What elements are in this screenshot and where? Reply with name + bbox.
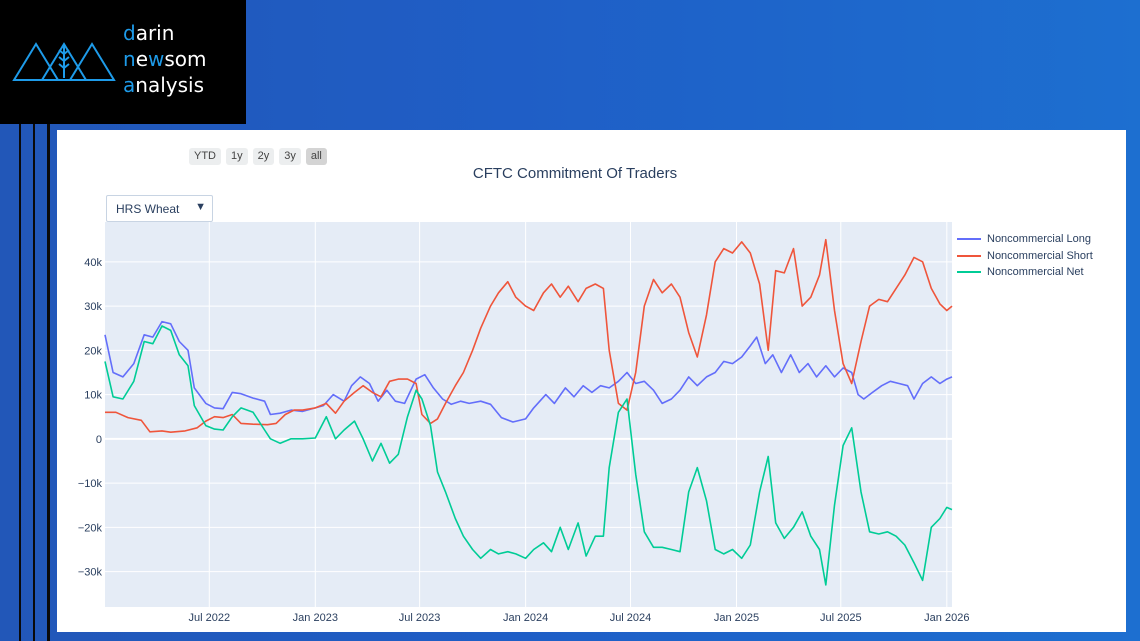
y-tick-label: −10k <box>78 478 103 490</box>
x-tick-label: Jan 2023 <box>293 612 338 624</box>
logo-line2-end: som <box>164 47 207 71</box>
decor-line-1 <box>19 124 21 641</box>
decor-line-2 <box>33 124 35 641</box>
logo: darin newsom analysis <box>0 0 246 124</box>
legend-label-short: Noncommercial Short <box>987 249 1093 262</box>
y-tick-label: −20k <box>78 522 103 534</box>
commodity-dropdown[interactable]: HRS Wheat ▼ <box>106 195 213 222</box>
x-tick-label: Jul 2024 <box>610 612 652 624</box>
y-tick-label: 40k <box>84 257 102 269</box>
range-button-all[interactable]: all <box>305 148 327 165</box>
y-tick-label: 20k <box>84 345 102 357</box>
x-axis-ticks: Jul 2022 Jan 2023 Jul 2023 Jan 2024 Jul 2024… <box>188 612 969 624</box>
x-tick-label: Jul 2022 <box>188 612 230 624</box>
legend: Noncommercial Long Noncommercial Short N… <box>957 231 1093 281</box>
legend-item-short[interactable]: Noncommercial Short <box>957 248 1093 265</box>
dropdown-selected-label: HRS Wheat <box>116 202 180 216</box>
dropdown-arrow-icon: ▼ <box>195 201 206 213</box>
decor-line-3 <box>47 124 50 641</box>
logo-initial-w: w <box>148 47 165 71</box>
y-tick-label: 0 <box>96 434 102 446</box>
y-axis-ticks: 40k 30k 20k 10k 0 −10k −20k −30k <box>78 257 103 579</box>
legend-label-long: Noncommercial Long <box>987 233 1091 246</box>
legend-item-long[interactable]: Noncommercial Long <box>957 231 1093 248</box>
logo-text: darin newsom analysis <box>123 20 207 98</box>
x-tick-label: Jan 2025 <box>714 612 759 624</box>
range-button-2y[interactable]: 2y <box>252 148 275 165</box>
chart-title: CFTC Commitment Of Traders <box>472 165 678 182</box>
legend-swatch-long <box>957 238 981 241</box>
x-tick-label: Jan 2026 <box>924 612 969 624</box>
logo-line1-rest: arin <box>135 21 175 45</box>
range-selector: YTD 1y 2y 3y all <box>189 148 327 165</box>
logo-line3-rest: nalysis <box>135 73 204 97</box>
range-button-1y[interactable]: 1y <box>226 148 248 165</box>
y-tick-label: 10k <box>84 390 102 402</box>
x-tick-label: Jan 2024 <box>503 612 548 624</box>
series-lines <box>104 238 953 586</box>
x-tick-label: Jul 2025 <box>820 612 862 624</box>
legend-item-net[interactable]: Noncommercial Net <box>957 264 1093 281</box>
legend-swatch-net <box>957 271 981 274</box>
legend-label-net: Noncommercial Net <box>987 266 1084 279</box>
grid-lines <box>105 222 952 607</box>
x-tick-label: Jul 2023 <box>399 612 441 624</box>
series-line-noncommercial-long <box>104 320 953 423</box>
logo-initial-n: n <box>123 47 136 71</box>
logo-line2-rest: e <box>135 47 148 71</box>
legend-swatch-short <box>957 254 981 257</box>
range-button-ytd[interactable]: YTD <box>189 148 221 165</box>
logo-initial-a: a <box>123 73 136 97</box>
y-tick-label: −30k <box>78 567 103 579</box>
series-line-noncommercial-net <box>104 325 953 586</box>
series-line-noncommercial-short <box>105 238 953 433</box>
logo-initial-d: d <box>123 21 136 45</box>
range-button-3y[interactable]: 3y <box>279 148 301 165</box>
y-tick-label: 30k <box>84 301 102 313</box>
logo-mountains-icon <box>12 42 116 81</box>
